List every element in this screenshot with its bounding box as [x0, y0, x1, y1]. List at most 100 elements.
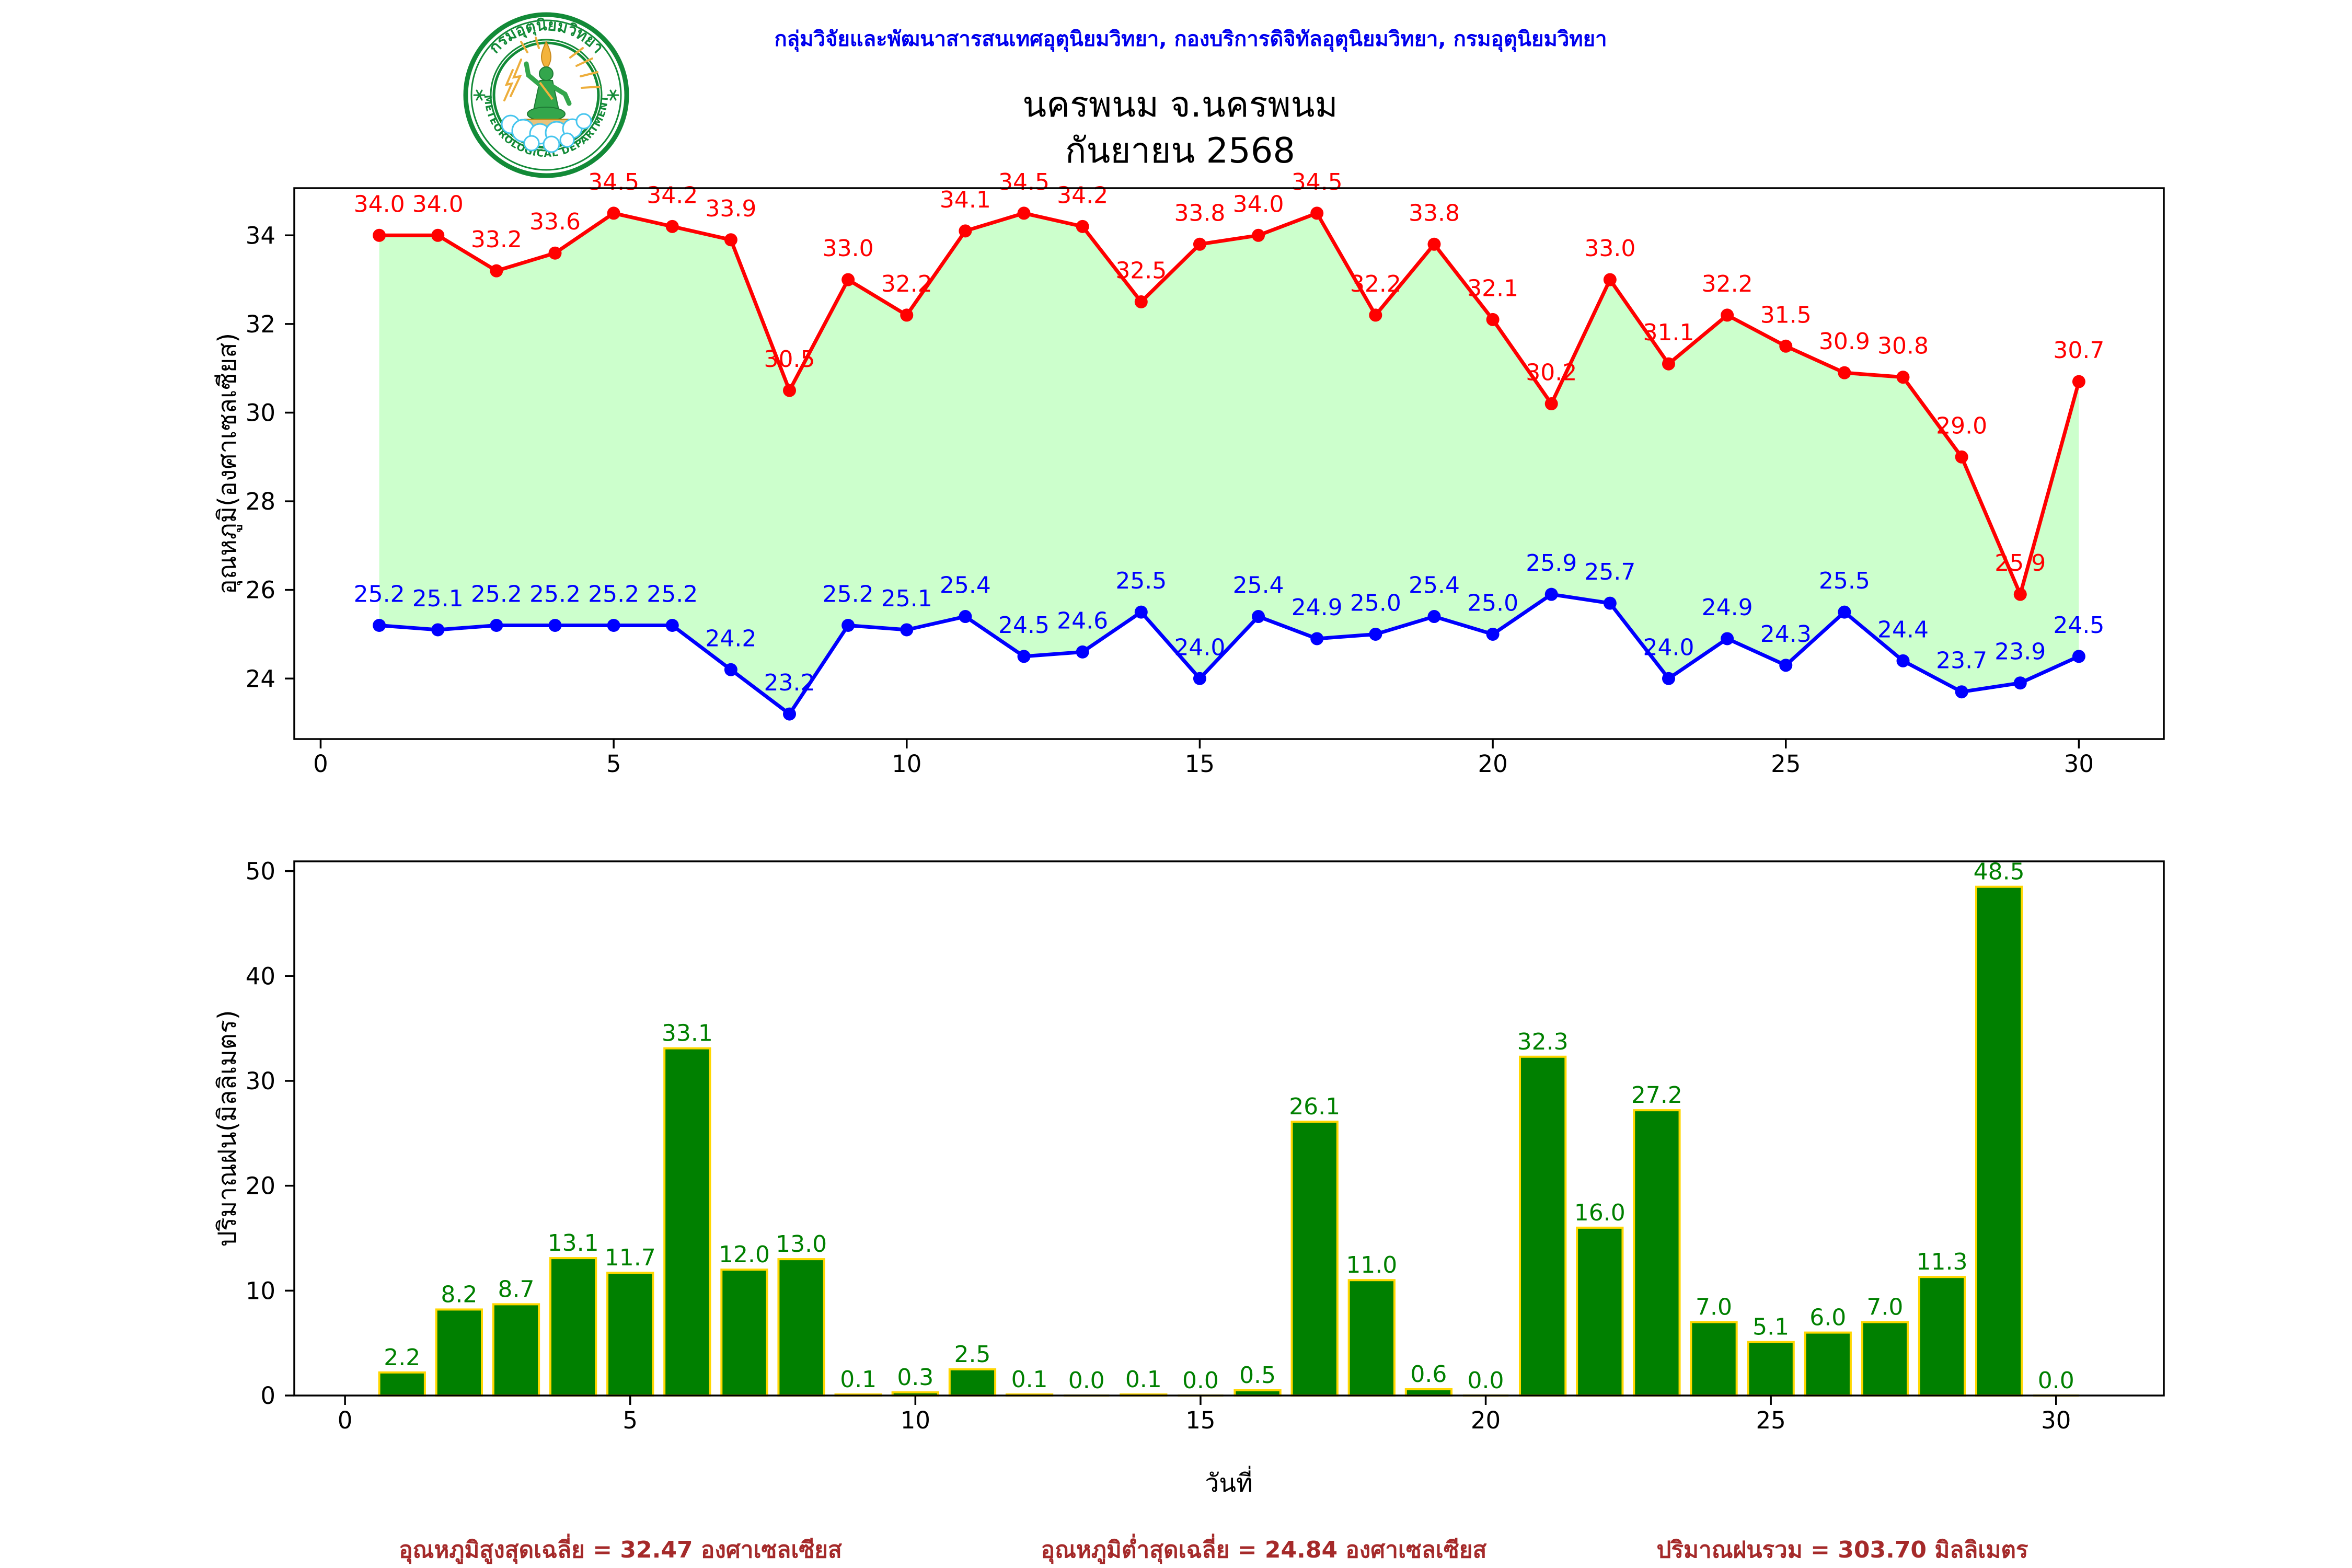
min_temperature-point [1544, 587, 1558, 601]
y-tick-label: 40 [246, 962, 275, 990]
rain-value-label: 16.0 [1574, 1200, 1625, 1226]
logo-outer-inner-line [470, 19, 622, 171]
rain-value-label: 32.3 [1517, 1029, 1569, 1055]
rain-bar [720, 1269, 768, 1397]
rain-value-label: 0.3 [897, 1364, 933, 1391]
x-tick-label: 0 [338, 1406, 353, 1434]
rain-bar [492, 1303, 540, 1397]
logo-snowflake-left-icon [473, 89, 486, 101]
y-tick-label: 28 [246, 488, 275, 515]
min_temperature-point [1134, 605, 1148, 619]
rain-value-label: 2.5 [954, 1341, 990, 1368]
summary-min-temp-average: อุณหภูมิต่ำสุดเฉลี่ย = 24.84 องศาเซลเซีย… [1041, 1537, 1487, 1563]
max_temperature-point [490, 264, 503, 278]
y-tick-label: 30 [246, 1067, 275, 1095]
rain-value-label: 8.7 [498, 1276, 534, 1302]
min_temperature-point [665, 619, 679, 632]
min_temperature-point [783, 707, 797, 721]
max_temperature-value-label: 34.0 [1233, 191, 1284, 217]
min_temperature-value-label: 25.2 [588, 581, 639, 608]
y-tick-label: 34 [246, 222, 275, 249]
y-tick-label: 0 [260, 1382, 275, 1410]
plot-frame [293, 187, 2165, 740]
max_temperature-point [607, 206, 620, 220]
min_temperature-value-label: 24.9 [1702, 594, 1753, 621]
min_temperature-point [1662, 672, 1675, 685]
min_temperature-point [548, 619, 562, 632]
rain-value-label: 0.0 [1068, 1367, 1105, 1394]
rain-value-label: 2.2 [384, 1344, 420, 1371]
max_temperature-point [1486, 313, 1500, 326]
min_temperature-value-label: 23.7 [1936, 648, 1987, 674]
max_temperature-value-label: 34.5 [1292, 169, 1343, 195]
min_temperature-value-label: 25.5 [1115, 568, 1167, 594]
max_temperature-value-label: 32.2 [881, 271, 932, 297]
rain-y-axis-label: ปริมาณฝน(มิลลิเมตร) [213, 1010, 242, 1247]
min_temperature-point [1076, 645, 1089, 659]
rain-value-label: 11.0 [1346, 1252, 1397, 1278]
rain-value-label: 5.1 [1753, 1314, 1789, 1341]
min_temperature-value-label: 25.2 [647, 581, 698, 608]
max_temperature-point [1369, 308, 1382, 322]
min_temperature-point [2072, 650, 2085, 663]
max_temperature-point [1427, 237, 1441, 251]
max_temperature-value-label: 31.5 [1760, 302, 1812, 328]
rain-value-label: 11.3 [1917, 1249, 1968, 1275]
min_temperature-value-label: 25.0 [1350, 590, 1401, 616]
y-tick-label: 10 [246, 1277, 275, 1305]
plot-frame [293, 860, 2165, 1397]
rain-value-label: 0.1 [1125, 1366, 1162, 1393]
max_temperature-line [379, 211, 2081, 596]
max_temperature-value-label: 34.5 [998, 169, 1050, 195]
max_temperature-point [783, 384, 797, 397]
max_temperature-value-label: 33.0 [1584, 235, 1635, 262]
rain-bar [1861, 1321, 1909, 1397]
min_temperature-value-label: 25.2 [471, 581, 522, 608]
rain-bar [1918, 1276, 1966, 1397]
rain-bar [1519, 1055, 1567, 1397]
rain-bar [948, 1368, 997, 1397]
min_temperature-value-label: 24.5 [998, 612, 1050, 639]
rain-value-label: 8.2 [441, 1281, 477, 1308]
min_temperature-point [724, 663, 737, 676]
x-tick-label: 30 [2041, 1406, 2071, 1434]
min_temperature-value-label: 24.9 [1292, 594, 1343, 621]
min_temperature-value-label: 25.0 [1467, 590, 1518, 616]
max_temperature-point [959, 224, 972, 238]
max_temperature-point [1603, 273, 1617, 286]
rain-value-label: 33.1 [662, 1020, 713, 1047]
rain-value-label: 0.5 [1239, 1362, 1276, 1389]
x-tick-label: 20 [1471, 1406, 1501, 1434]
chart-title-line2: กันยายน 2568 [1065, 130, 1296, 171]
max_temperature-point [1838, 366, 1851, 379]
temp-range-fill [379, 213, 2079, 714]
max_temperature-point [2013, 587, 2027, 601]
min_temperature-point [1369, 627, 1382, 641]
rain-value-label: 11.7 [605, 1244, 656, 1271]
rain-value-label: 0.6 [1410, 1361, 1447, 1388]
min_temperature-point [1252, 610, 1265, 624]
min_temperature-value-label: 25.1 [412, 585, 464, 612]
x-tick-label: 0 [313, 750, 328, 778]
summary-max-temp-average: อุณหภูมิสูงสุดเฉลี่ย = 32.47 องศาเซลเซีย… [399, 1537, 842, 1563]
max_temperature-point [1252, 228, 1265, 242]
max_temperature-value-label: 32.1 [1467, 275, 1518, 302]
max_temperature-point [548, 246, 562, 260]
max_temperature-value-label: 34.0 [354, 191, 405, 217]
rainfall-bar-chart: 2.2 8.2 8.7 13.111.7 33.1 12.0 13.0 0.1 0.3 2.5 0.… [246, 858, 2165, 1434]
x-tick-label: 25 [1756, 1406, 1786, 1434]
max_temperature-point [1017, 206, 1031, 220]
max_temperature-value-label: 33.8 [1174, 200, 1225, 226]
max_temperature-value-label: 33.6 [529, 209, 581, 235]
max_temperature-value-label: 30.7 [2053, 337, 2104, 364]
min_temperature-point [900, 623, 914, 637]
summary-rain-total: ปริมาณฝนรวม = 303.70 มิลลิเมตร [1656, 1537, 2028, 1563]
min_temperature-point [1779, 659, 1793, 672]
min_temperature-value-label: 25.7 [1584, 559, 1635, 585]
rain-value-label: 26.1 [1289, 1093, 1340, 1120]
min_temperature-point [1603, 596, 1617, 610]
min_temperature-point [1193, 672, 1206, 685]
min_temperature-value-label: 25.2 [823, 581, 874, 608]
y-tick-label: 50 [246, 858, 275, 885]
min_temperature-value-label: 23.9 [1994, 639, 2046, 665]
